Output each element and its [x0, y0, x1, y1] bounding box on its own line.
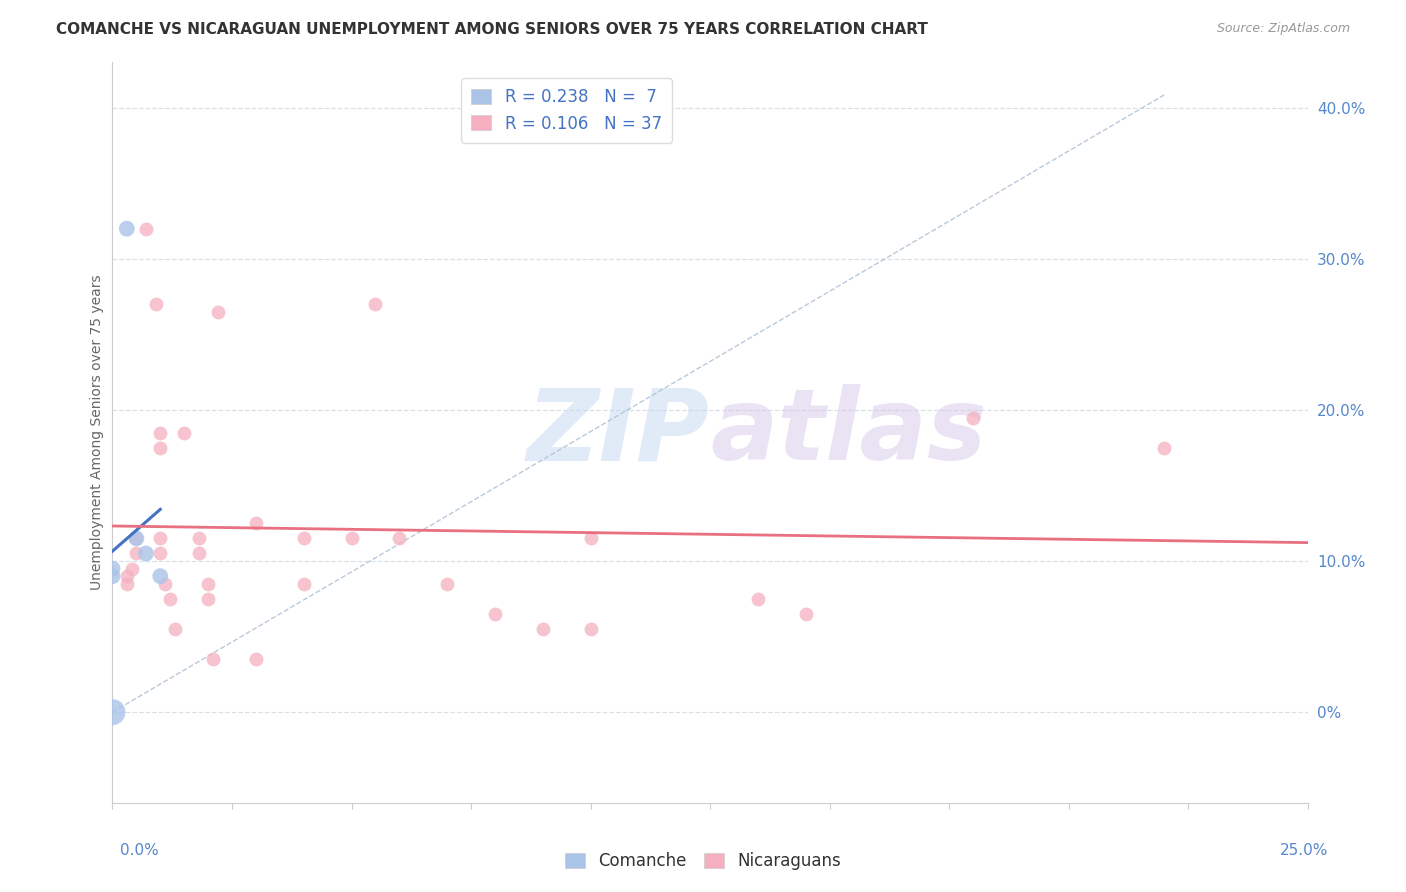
- Point: [125, 532, 148, 546]
- Point: [135, 221, 157, 235]
- Legend: R = 0.238   N =  7, R = 0.106   N = 37: R = 0.238 N = 7, R = 0.106 N = 37: [461, 78, 672, 143]
- Text: atlas: atlas: [710, 384, 987, 481]
- Point: [115, 569, 138, 583]
- Point: [340, 532, 363, 546]
- Text: ZIP: ZIP: [527, 384, 710, 481]
- Point: [121, 561, 143, 575]
- Point: [159, 591, 181, 606]
- Point: [125, 532, 148, 546]
- Point: [436, 576, 458, 591]
- Point: [364, 297, 387, 311]
- Point: [115, 221, 138, 235]
- Point: [115, 576, 138, 591]
- Point: [197, 591, 219, 606]
- Point: [101, 561, 124, 575]
- Point: [579, 532, 602, 546]
- Point: [135, 547, 157, 561]
- Point: [292, 576, 315, 591]
- Point: [245, 516, 267, 531]
- Point: [149, 425, 172, 440]
- Point: [187, 532, 209, 546]
- Point: [1153, 441, 1175, 455]
- Point: [794, 607, 817, 621]
- Text: Source: ZipAtlas.com: Source: ZipAtlas.com: [1216, 22, 1350, 36]
- Point: [149, 547, 172, 561]
- Point: [149, 441, 172, 455]
- Point: [149, 569, 172, 583]
- Y-axis label: Unemployment Among Seniors over 75 years: Unemployment Among Seniors over 75 years: [90, 275, 104, 591]
- Point: [153, 576, 176, 591]
- Point: [245, 652, 267, 666]
- Point: [747, 591, 769, 606]
- Point: [125, 547, 148, 561]
- Point: [197, 576, 219, 591]
- Point: [531, 622, 554, 636]
- Point: [484, 607, 506, 621]
- Point: [201, 652, 224, 666]
- Text: 0.0%: 0.0%: [120, 843, 159, 858]
- Point: [101, 705, 124, 719]
- Text: 25.0%: 25.0%: [1281, 843, 1329, 858]
- Text: COMANCHE VS NICARAGUAN UNEMPLOYMENT AMONG SENIORS OVER 75 YEARS CORRELATION CHAR: COMANCHE VS NICARAGUAN UNEMPLOYMENT AMON…: [56, 22, 928, 37]
- Point: [149, 532, 172, 546]
- Point: [207, 304, 229, 318]
- Point: [187, 547, 209, 561]
- Legend: Comanche, Nicaraguans: Comanche, Nicaraguans: [558, 846, 848, 877]
- Point: [962, 410, 984, 425]
- Point: [101, 569, 124, 583]
- Point: [388, 532, 411, 546]
- Point: [173, 425, 195, 440]
- Point: [579, 622, 602, 636]
- Point: [292, 532, 315, 546]
- Point: [163, 622, 186, 636]
- Point: [145, 297, 167, 311]
